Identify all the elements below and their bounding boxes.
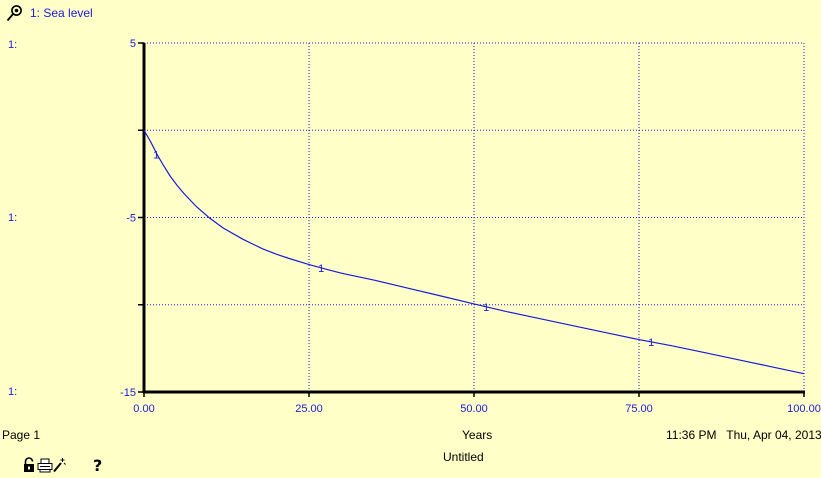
magic-wand-icon[interactable] (52, 457, 66, 473)
x-tick-label: 50.00 (460, 403, 488, 415)
legend-label-sea-level: 1: Sea level (30, 6, 93, 20)
scale-label-middle: 1: (8, 212, 18, 224)
toolbar (22, 456, 66, 474)
x-tick-label: 75.00 (625, 403, 653, 415)
help-icon[interactable]: ? (93, 456, 103, 475)
y-tick-label: -5 (126, 213, 136, 225)
lock-icon[interactable] (22, 457, 36, 473)
x-axis-title: Years (462, 428, 493, 442)
series-marker-label: 1 (153, 150, 159, 162)
y-tick-label: 5 (130, 38, 136, 50)
document-title: Untitled (443, 450, 484, 464)
scale-label-bottom: 1: (8, 386, 18, 398)
series-marker-label: 1 (318, 263, 324, 275)
x-tick-label: 0.00 (133, 403, 154, 415)
legend: 1: Sea level (6, 4, 93, 22)
scale-label-top: 1: (8, 39, 18, 51)
print-icon[interactable] (37, 457, 53, 473)
pin-icon[interactable] (6, 4, 24, 22)
timestamp: 11:36 PM Thu, Apr 04, 2013 (666, 428, 821, 442)
series-marker-label: 1 (648, 337, 654, 349)
y-tick-label: -15 (120, 387, 136, 399)
series-line-sea-level (143, 129, 805, 375)
series-marker-label: 1 (483, 302, 489, 314)
x-tick-label: 100.00 (787, 403, 821, 415)
x-tick-label: 25.00 (295, 403, 323, 415)
page-label: Page 1 (2, 428, 41, 442)
